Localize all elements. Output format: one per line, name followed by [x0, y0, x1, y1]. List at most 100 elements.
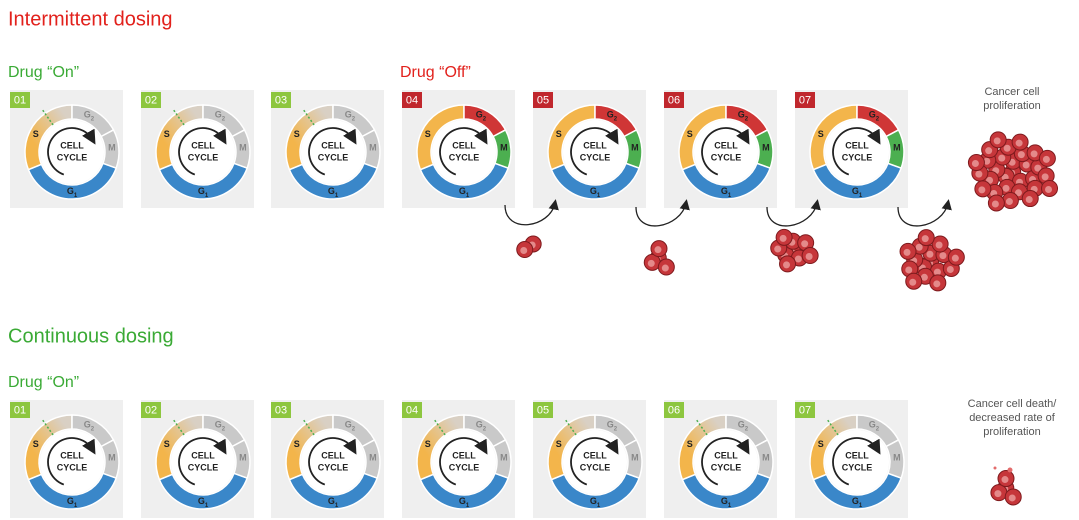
label-s-text: S	[294, 439, 300, 449]
cancer-cell-nucleus	[1004, 145, 1011, 152]
section-title: Intermittent dosing	[8, 8, 173, 30]
label-g1-text: G	[459, 496, 466, 506]
cell-cycle-panel: 06CELLCYCLESG2MG1	[664, 90, 777, 208]
cancer-cell-nucleus	[939, 252, 946, 259]
label-s: S	[818, 129, 824, 139]
cancer-cell-nucleus	[1016, 140, 1023, 147]
label-g2-text: G	[476, 420, 483, 430]
cancer-cell-nucleus	[926, 251, 933, 258]
cancer-cell-nucleus	[1023, 161, 1030, 168]
cancer-cell-nucleus	[783, 261, 790, 268]
label-m: M	[500, 453, 508, 463]
cancer-cell-nucleus	[1045, 186, 1052, 193]
cell-label: CELL	[452, 140, 476, 150]
cell-label: CELL	[60, 450, 84, 460]
cancer-cell-nucleus	[1042, 173, 1049, 180]
group-label: Drug “Off”	[400, 64, 471, 81]
section-title: Continuous dosing	[8, 325, 174, 347]
label-m: M	[893, 453, 901, 463]
label-m: M	[631, 453, 639, 463]
cancer-cell-nucleus	[985, 147, 992, 154]
debris	[1008, 468, 1013, 473]
label-g1-text: G	[67, 186, 74, 196]
label-s: S	[687, 129, 693, 139]
label-g1-text: G	[459, 186, 466, 196]
cell-cycle-panel: 03CELLCYCLESG2MG1	[271, 400, 384, 518]
label-g1-text: G	[198, 496, 205, 506]
cycle-label: CYCLE	[449, 462, 480, 472]
debris	[994, 467, 997, 470]
cancer-cell-nucleus	[520, 247, 527, 254]
caption-line: proliferation	[983, 426, 1040, 438]
label-m: M	[108, 453, 116, 463]
panel-number: 02	[145, 404, 157, 416]
cell-cycle-panel: 03CELLCYCLESG2MG1	[271, 90, 384, 208]
cancer-cell-cluster	[991, 471, 1021, 505]
cancer-cell-cluster	[644, 241, 674, 275]
cell-label: CELL	[714, 450, 738, 460]
label-g2-text: G	[607, 110, 614, 120]
cancer-cell-nucleus	[1006, 198, 1013, 205]
label-m-text: M	[631, 143, 639, 153]
cell-label: CELL	[191, 140, 215, 150]
label-m-text: M	[239, 453, 247, 463]
label-m-text: M	[762, 143, 770, 153]
label-g1-text: G	[198, 186, 205, 196]
cell-label: CELL	[583, 140, 607, 150]
cancer-cell-nucleus	[1043, 156, 1050, 163]
cancer-cell-nucleus	[662, 265, 669, 272]
label-g2-text: G	[215, 420, 222, 430]
label-s: S	[556, 129, 562, 139]
label-s: S	[556, 439, 562, 449]
cancer-cell-nucleus	[947, 266, 954, 273]
label-g1-text: G	[721, 496, 728, 506]
group-label: Drug “On”	[8, 64, 79, 81]
label-m-text: M	[631, 453, 639, 463]
cycle-label: CYCLE	[711, 462, 742, 472]
cancer-cell-nucleus	[916, 244, 923, 251]
label-m-text: M	[369, 143, 377, 153]
label-m-text: M	[108, 453, 116, 463]
cancer-cell-nucleus	[1018, 151, 1025, 158]
cell-label: CELL	[60, 140, 84, 150]
label-g1-text: G	[590, 186, 597, 196]
label-g2-text: G	[345, 110, 352, 120]
label-s: S	[294, 129, 300, 139]
label-s-text: S	[164, 439, 170, 449]
cancer-cell-nucleus	[1003, 185, 1010, 192]
cancer-cell-nucleus	[780, 235, 787, 242]
cell-label: CELL	[845, 450, 869, 460]
label-m: M	[369, 453, 377, 463]
cell-label: CELL	[191, 450, 215, 460]
cell-cycle-panel: 05CELLCYCLESG2MG1	[533, 400, 646, 518]
cancer-cell-nucleus	[904, 249, 911, 256]
label-g1-text: G	[590, 496, 597, 506]
cancer-cell-nucleus	[806, 253, 813, 260]
group-label: Drug “On”	[8, 374, 79, 391]
label-g2-text: G	[345, 420, 352, 430]
label-s: S	[425, 439, 431, 449]
label-m: M	[893, 143, 901, 153]
panel-number: 03	[275, 94, 287, 106]
cancer-cell-nucleus	[905, 266, 912, 273]
label-g1-text: G	[67, 496, 74, 506]
cancer-cell-nucleus	[648, 260, 655, 267]
cell-label: CELL	[321, 140, 345, 150]
cell-label: CELL	[714, 140, 738, 150]
label-s-text: S	[818, 439, 824, 449]
cancer-cell-nucleus	[994, 490, 1001, 497]
label-m: M	[108, 143, 116, 153]
panel-number: 04	[406, 404, 418, 416]
cycle-label: CYCLE	[318, 462, 349, 472]
label-m-text: M	[500, 143, 508, 153]
cycle-label: CYCLE	[711, 152, 742, 162]
label-m-text: M	[893, 453, 901, 463]
cancer-cell-nucleus	[936, 242, 943, 249]
cancer-cell-cluster	[771, 229, 818, 272]
label-s: S	[33, 129, 39, 139]
cancer-cell-nucleus	[998, 155, 1005, 162]
label-s-text: S	[164, 129, 170, 139]
cycle-label: CYCLE	[580, 152, 611, 162]
